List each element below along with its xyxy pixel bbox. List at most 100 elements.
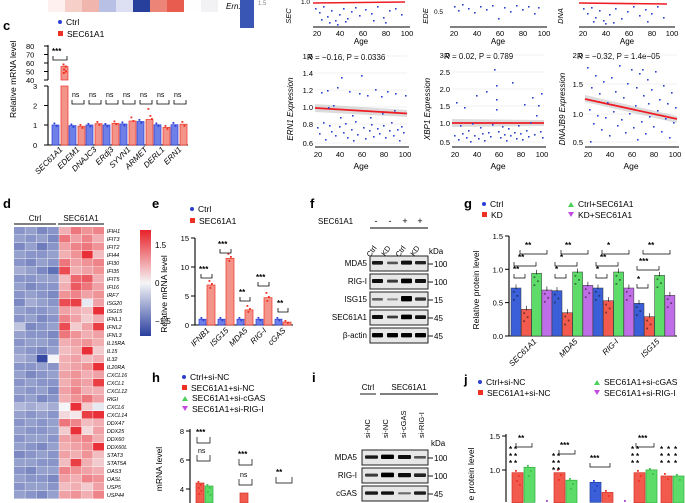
panel-g-datapoint — [666, 306, 669, 309]
heatmap-cell — [47, 363, 59, 371]
panel-g-datapoint — [629, 295, 632, 297]
panel-g-datapoint — [615, 283, 618, 285]
heatmap-cell — [14, 331, 25, 339]
svg-text:1.5: 1.5 — [440, 102, 450, 111]
panel-h-legend-item-2: SEC61A1+si-cGAS — [182, 394, 265, 403]
panel-f-svg: SEC61A1 - - + + Ctrl KD Ctrl KD kDa MDA5… — [318, 216, 448, 344]
panel-c-chart: Relative mRNA level 80 70 60 50 40 3 2 1… — [6, 40, 196, 185]
heatmap-cell — [47, 299, 59, 307]
heatmap-cell — [36, 403, 48, 411]
panel-d-colorbar-max: 1.5 — [155, 241, 167, 250]
heatmap-gene-label: CXCL1 — [107, 381, 124, 387]
svg-text:20: 20 — [314, 150, 322, 159]
svg-text:*: * — [637, 275, 641, 284]
heatmap-cell — [59, 427, 71, 435]
heatmap-cell — [25, 347, 37, 355]
heatmap-cell — [36, 339, 48, 347]
heatmap-cell — [59, 411, 71, 419]
heatmap-cell — [14, 243, 25, 251]
heatmap-gene-label: IFNL3 — [107, 333, 122, 339]
panel-g-datapoint — [605, 311, 607, 314]
svg-text:RIG-I: RIG-I — [249, 326, 269, 346]
panel-g-datapoint — [636, 306, 638, 309]
panel-g-datapoint — [564, 315, 566, 318]
heatmap-cell — [36, 491, 48, 499]
heatmap-cell — [25, 435, 37, 443]
heatmap-cell — [14, 419, 25, 427]
heatmap-gene-label: STAT5A — [107, 461, 127, 467]
heatmap-cell — [93, 339, 104, 347]
heatmap-cell — [25, 371, 37, 379]
heatmap-cell — [14, 403, 25, 411]
heatmap-cell — [70, 243, 82, 251]
heatmap-cell — [81, 275, 93, 283]
heatmap-cell — [93, 379, 104, 387]
panel-c-significance: *** ns ns ns ns ns ns ns — [52, 47, 187, 105]
heatmap-cell — [70, 315, 82, 323]
panel-g-xticklabels: SEC61A1 MDA5 RIG-I ISG15 — [507, 337, 662, 369]
heatmap-cell — [81, 283, 93, 291]
heatmap-cell — [47, 235, 59, 243]
heatmap-cell — [36, 411, 48, 419]
heatmap-cell — [70, 355, 82, 363]
heatmap-cell — [25, 227, 37, 235]
panel-c-points — [62, 63, 67, 74]
svg-text:**: ** — [525, 241, 532, 250]
legend-marker-dot — [182, 375, 186, 380]
heatmap-cell — [70, 419, 82, 427]
heatmap-cell — [47, 275, 59, 283]
svg-text:1.2: 1.2 — [303, 86, 313, 95]
heatmap-cell — [93, 475, 104, 483]
panel-g-datapoint — [605, 303, 607, 306]
legend-label: SEC61A1+si-cGAS — [604, 377, 678, 387]
heatmap-cell — [36, 291, 48, 299]
heatmap-cell — [25, 299, 37, 307]
svg-text:***: *** — [238, 450, 248, 459]
panel-j-ylabel: e protein level — [466, 447, 476, 500]
panel-i-protein-2: cGAS — [336, 489, 357, 498]
heatmap-cell — [93, 371, 104, 379]
heatmap-cell — [47, 443, 59, 451]
scatter-ern1-stats: R = −0.16, P = 0.0336 — [307, 53, 386, 62]
panel-i-header-ctrl: Ctrl — [362, 383, 375, 392]
heatmap-gene-label: IFI16 — [107, 285, 119, 291]
heatmap-cell — [47, 331, 59, 339]
panel-d-header-sec61a1: SEC61A1 — [63, 214, 99, 223]
heatmap-cell — [59, 483, 71, 491]
heatmap-cell — [36, 331, 48, 339]
heatmap-cell — [81, 427, 93, 435]
panel-g-bar — [572, 271, 583, 337]
legend-label: SEC61A1+si-NC — [487, 387, 551, 398]
heatmap-cell — [14, 315, 25, 323]
heatmap-cell — [93, 331, 104, 339]
svg-text:80: 80 — [519, 29, 527, 38]
panel-d-letter: d — [3, 196, 11, 211]
panel-i-lane-0: si-NC — [363, 419, 372, 438]
panel-g-legend-item-2: KD — [482, 210, 560, 220]
heatmap-cell — [14, 339, 25, 347]
panel-g-datapoint — [588, 292, 591, 295]
panel-g-datapoint — [533, 276, 536, 279]
svg-text:60: 60 — [625, 29, 633, 38]
panel-g-datapoint — [516, 295, 519, 297]
heatmap-cell — [59, 491, 71, 499]
panel-g-bars — [510, 268, 676, 337]
svg-text:ERN1 Expression: ERN1 Expression — [286, 77, 295, 141]
svg-text:*: * — [514, 459, 518, 468]
heatmap-cell — [81, 387, 93, 395]
top-colorbar-fragment-label: 1.5 — [258, 1, 267, 7]
panel-j-points — [515, 465, 681, 502]
scatter-ern1-xlabel: Age — [353, 161, 368, 171]
heatmap-cell — [59, 363, 71, 371]
heatmap-cell — [70, 467, 82, 475]
heatmap-cell — [36, 251, 48, 259]
heatmap-cell — [14, 259, 25, 267]
scatter-plot-xbp1: XBP1 Expression R = 0.02, P = 0.789 3.0 2… — [423, 51, 548, 171]
legend-label: Ctrl+si-NC — [190, 372, 230, 382]
heatmap-cell — [47, 291, 59, 299]
heatmap-cell — [47, 283, 59, 291]
svg-text:1.0: 1.0 — [573, 110, 583, 119]
heatmap-cell — [59, 323, 71, 331]
heatmap-cell — [59, 267, 71, 275]
heatmap-cell — [36, 259, 48, 267]
